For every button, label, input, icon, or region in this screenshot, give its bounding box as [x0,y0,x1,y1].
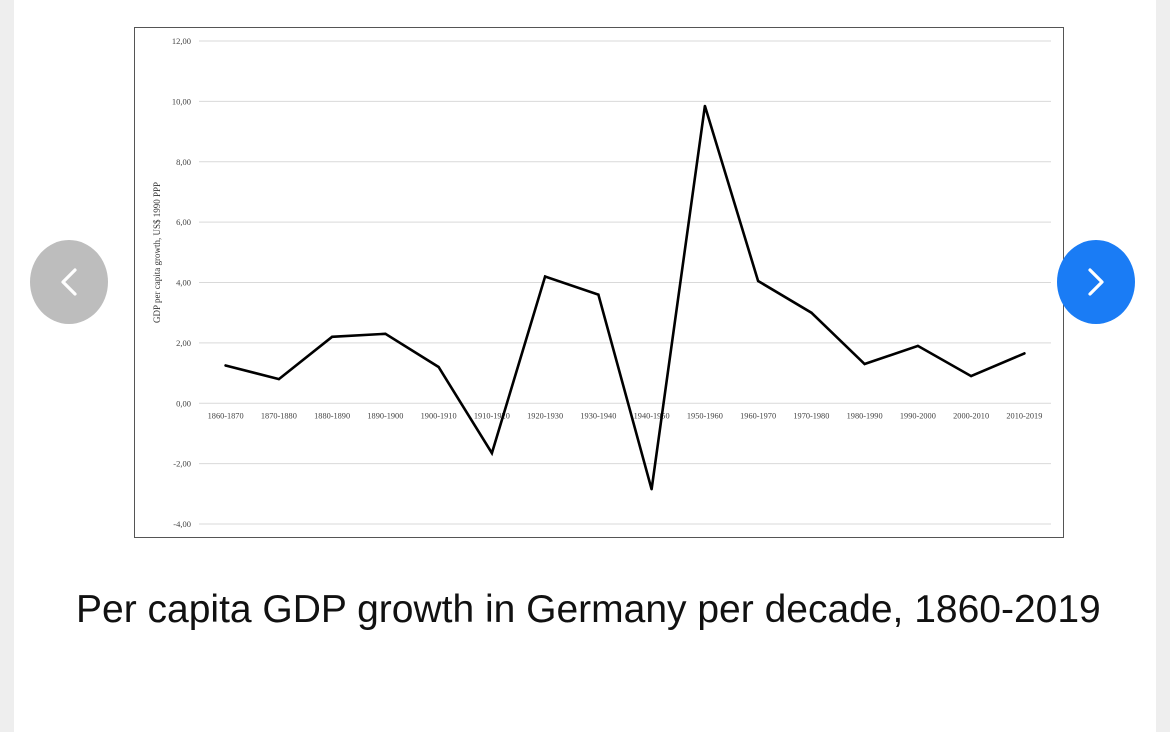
data-point [810,311,813,314]
x-tick-label: 1880-1890 [314,411,350,420]
previous-button[interactable] [30,240,108,324]
y-tick-label: -4,00 [173,519,191,529]
x-tick-label: 1940-1950 [634,411,670,420]
chevron-right-icon [1088,268,1104,296]
data-point [756,279,760,283]
data-point [437,365,440,369]
y-axis-label: GDP per capita growth, US$ 1990 PPP [152,182,162,323]
data-point [277,377,281,381]
data-point [490,451,494,455]
chevron-left-icon [61,268,77,296]
x-tick-label: 2010-2019 [1006,411,1042,420]
x-tick-label: 1890-1900 [367,411,403,420]
y-tick-label: 4,00 [176,278,191,288]
y-tick-label: 12,00 [172,36,191,46]
data-point [969,374,973,378]
data-point [916,344,920,348]
x-tick-label: 1870-1880 [261,411,297,420]
caption: Per capita GDP growth in Germany per dec… [76,588,1101,631]
carousel-card: -4,00 -2,00 0,00 2,00 4,00 6,00 8,00 10,00 12,00… [14,0,1156,732]
line-chart: -4,00 -2,00 0,00 2,00 4,00 6,00 8,00 10,00 12,00… [152,36,1051,529]
y-tick-label: 8,00 [176,157,191,167]
x-tick-label: 1910-1920 [474,411,510,420]
chart-image: -4,00 -2,00 0,00 2,00 4,00 6,00 8,00 10,00 12,00… [134,27,1064,538]
x-tick-label: 2000-2010 [953,411,989,420]
data-point [863,362,866,366]
data-point [650,488,653,491]
x-tick-label: 1960-1970 [740,411,776,420]
x-tick-label: 1920-1930 [527,411,563,420]
x-tick-label: 1980-1990 [847,411,883,420]
x-tick-label: 1860-1870 [208,411,244,420]
y-tick-label: -2,00 [173,459,191,469]
data-point [703,104,707,108]
x-tick-label: 1930-1940 [580,411,616,420]
x-tick-label: 1900-1910 [421,411,457,420]
y-tick-label: 10,00 [172,96,191,106]
data-point [384,332,387,336]
x-tick-label: 1990-2000 [900,411,936,420]
data-point [543,275,547,278]
data-point [1023,352,1026,355]
y-tick-label: 2,00 [176,338,191,348]
x-tick-label: 1950-1960 [687,411,723,420]
y-tick-label: 0,00 [176,398,191,408]
series-line [224,105,1026,490]
next-button[interactable] [1057,240,1135,324]
data-point [597,293,600,296]
data-point [224,364,227,367]
y-tick-label: 6,00 [176,217,191,227]
x-tick-label: 1970-1980 [793,411,829,420]
data-point [330,335,334,339]
